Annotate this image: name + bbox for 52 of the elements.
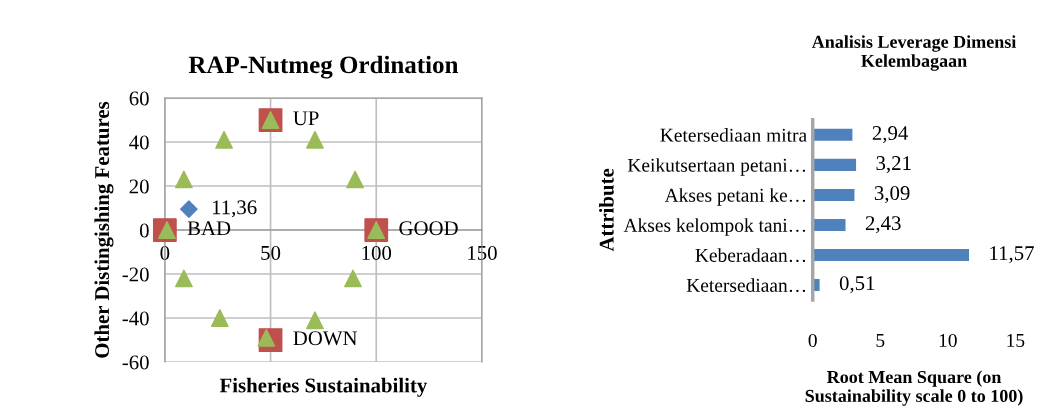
- y-tick-label: Keberadaan…: [695, 248, 806, 262]
- y-tick-label: 60: [129, 91, 149, 106]
- x-tick-label: 50: [261, 245, 281, 260]
- x-tick-label: 150: [468, 245, 497, 260]
- x-tick-label: 0: [160, 245, 170, 260]
- y-tick-label: Akses petani ke…: [664, 188, 806, 206]
- data-label: 2,43: [865, 216, 901, 234]
- annotation: BAD: [187, 221, 231, 236]
- x-tick-label: 5: [876, 334, 885, 348]
- y-tick-label: -60: [122, 355, 149, 370]
- y-tick-label: -40: [122, 311, 149, 326]
- bar: [812, 158, 857, 171]
- annotation: UP: [293, 111, 319, 126]
- y-tick-label: -20: [122, 267, 149, 282]
- point: [174, 170, 193, 189]
- y-tick-label: 40: [129, 135, 149, 150]
- y-tick-label: Ketersediaan…: [686, 278, 806, 293]
- y-tick-label: 20: [129, 179, 149, 194]
- data-label: 3,09: [874, 186, 910, 204]
- data-label: 3,21: [876, 156, 911, 174]
- point: [306, 311, 324, 330]
- data-label: 2,94: [872, 126, 908, 144]
- y-axis-title: Other Distingishing Features: [94, 101, 114, 358]
- bar: [812, 218, 846, 231]
- point: [344, 269, 362, 288]
- y-tick-label: Keikutsertaan petani…: [627, 158, 806, 176]
- point: [210, 309, 229, 327]
- y-tick-label: 0: [139, 223, 149, 238]
- bar: [812, 188, 855, 201]
- x-tick-label: 0: [808, 333, 817, 348]
- chart-title: Analisis Leverage Dimensi Kelembagaan: [811, 35, 1017, 71]
- point: [215, 130, 233, 149]
- data-label: 11,57: [990, 246, 1034, 264]
- point: [179, 200, 198, 219]
- data-label: 0,51: [839, 276, 875, 294]
- annotation: DOWN: [293, 331, 358, 346]
- x-tick-label: 15: [1007, 333, 1025, 348]
- x-tick-label: 10: [939, 333, 957, 348]
- x-axis-title: Fisheries Sustainability: [219, 377, 428, 397]
- bar: [812, 248, 970, 261]
- point: [346, 170, 365, 189]
- annotation: GOOD: [399, 221, 458, 236]
- y-tick-label: Akses kelompok tani…: [623, 218, 806, 236]
- x-axis-title: Root Mean Square (on Sustainability scale 0 to 100): [805, 370, 1023, 406]
- chart-title: RAP-Nutmeg Ordination: [188, 55, 459, 79]
- y-tick-label: Ketersediaan mitra: [660, 128, 807, 142]
- y-axis-title: Attribute: [599, 168, 614, 252]
- bar: [812, 128, 853, 141]
- point: [174, 269, 193, 288]
- point: [306, 130, 324, 149]
- x-tick-label: 100: [362, 245, 392, 260]
- annotation: 11,36: [212, 200, 257, 218]
